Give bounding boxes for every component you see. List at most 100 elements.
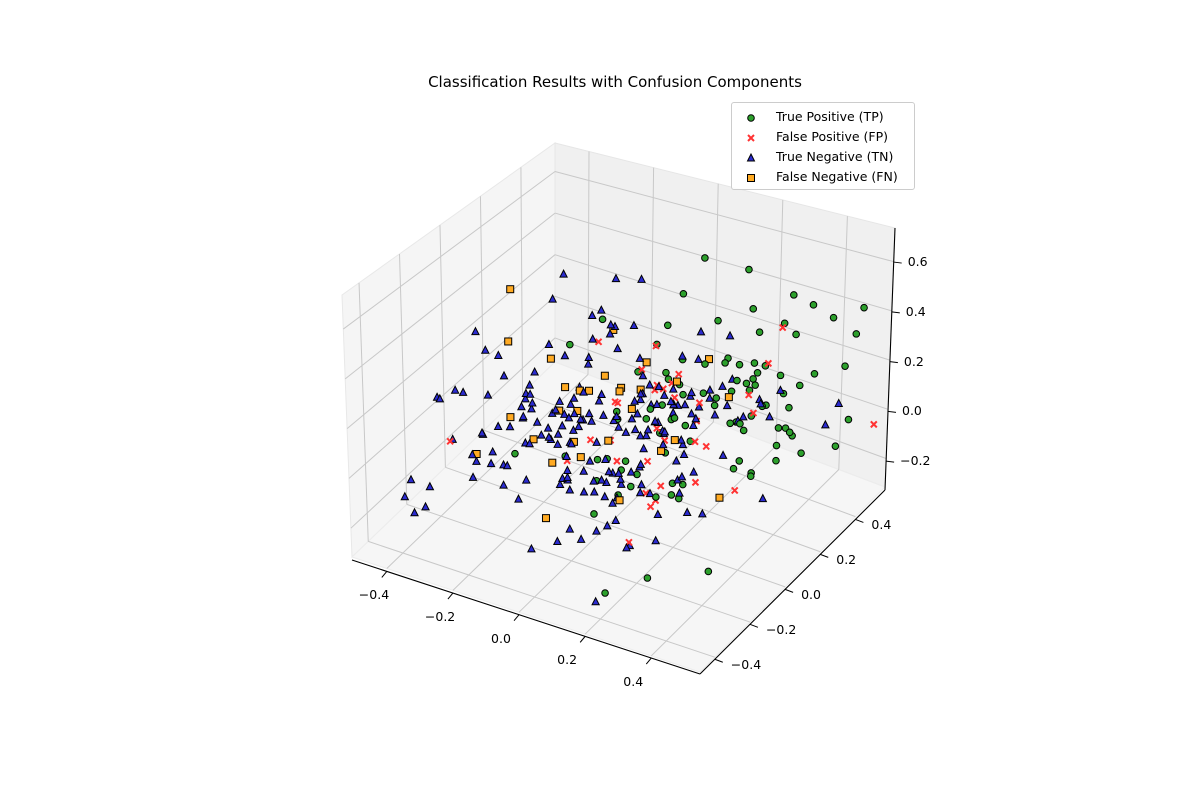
tn-point [641, 430, 651, 440]
fp-point [691, 478, 700, 487]
z-tick-label: 0.0 [902, 403, 922, 419]
tp-point [739, 426, 748, 435]
tn-point [562, 465, 572, 474]
tn-point [652, 399, 662, 408]
tn-point [425, 481, 435, 491]
tp-point [726, 419, 734, 428]
tp-point [774, 424, 783, 432]
tn-point [564, 412, 574, 422]
tn-point [532, 417, 542, 426]
tn-point [710, 409, 720, 419]
tn-point [421, 501, 430, 511]
tn-point [588, 334, 598, 343]
tn-point [637, 479, 646, 489]
tn-point [544, 339, 554, 348]
axis-lines [351, 227, 896, 675]
tn-point [651, 535, 661, 545]
tn-point [592, 437, 602, 446]
legend-item-fp: False Positive (FP) [732, 127, 914, 147]
fp-point [778, 323, 787, 332]
tn-point [585, 456, 595, 465]
tp-point [790, 291, 798, 299]
tp-point [736, 419, 744, 428]
tn-point [668, 384, 678, 393]
tp-point [831, 442, 840, 450]
tn-point [635, 487, 645, 497]
tp-point [735, 360, 744, 369]
tn-point [650, 416, 660, 425]
fp-point [749, 409, 758, 417]
tn-point [486, 458, 496, 468]
tp-point [721, 359, 729, 367]
tp-point [742, 379, 751, 388]
tp-point [704, 567, 713, 576]
legend: True Positive (TP) False Positive (FP) T… [731, 102, 915, 190]
tn-point [587, 416, 596, 425]
tn-point [579, 466, 589, 475]
tn-point [551, 404, 561, 414]
tp-point [810, 369, 819, 378]
tp-point [745, 265, 753, 274]
x-tick-label: 0.0 [491, 630, 511, 646]
tn-point [653, 509, 663, 518]
tn-point [576, 534, 586, 543]
fn-point [504, 337, 513, 346]
fn-point [657, 446, 666, 455]
tn-point [410, 507, 419, 517]
tn-point [604, 466, 614, 476]
tn-point [591, 596, 601, 606]
legend-label: True Positive (TP) [776, 109, 884, 124]
tn-point [660, 426, 670, 436]
tp-point [593, 455, 602, 464]
tn-point [560, 350, 570, 360]
tn-point [611, 515, 621, 525]
tp-point [699, 389, 708, 397]
x-tick-label: −0.2 [424, 609, 456, 625]
tn-point [633, 408, 642, 418]
tn-point [677, 351, 687, 360]
tn-point [499, 370, 509, 380]
tp-point [679, 289, 688, 298]
tn-point [638, 370, 648, 380]
tn-point [576, 414, 586, 423]
tp-point [712, 394, 721, 402]
tn-point [527, 403, 536, 413]
triangle-marker-icon [746, 152, 756, 162]
tn-point [608, 498, 617, 507]
tn-point [525, 438, 535, 448]
tp-point [662, 368, 670, 377]
tp-point [841, 362, 849, 370]
y-tick-label: 0.2 [836, 552, 857, 568]
tn-point [639, 443, 649, 453]
tp-point [511, 449, 519, 458]
tn-point [678, 439, 688, 449]
tn-point [543, 423, 553, 432]
tn-point [614, 422, 624, 431]
tp-point [679, 390, 687, 399]
tn-point [637, 274, 646, 283]
tn-point [705, 385, 715, 394]
tn-point [518, 411, 528, 421]
legend-item-tp: True Positive (TP) [732, 107, 914, 127]
tn-point [687, 408, 696, 418]
tn-point [544, 432, 554, 441]
tn-point [525, 380, 535, 389]
tp-point [844, 415, 853, 424]
tp-point [785, 428, 794, 437]
tp-point [735, 457, 744, 465]
tn-point [614, 468, 624, 477]
fp-point [657, 482, 665, 490]
tn-point [566, 399, 576, 408]
tn-point [468, 472, 478, 481]
fp-point [730, 486, 739, 495]
tn-point [677, 471, 687, 481]
tn-point [505, 421, 515, 431]
tn-point [635, 353, 645, 362]
tn-point [450, 385, 460, 394]
fp-point [613, 457, 621, 465]
fn-point [670, 436, 679, 445]
tn-point [583, 359, 593, 368]
tn-point [559, 269, 569, 278]
tp-point [667, 491, 676, 499]
